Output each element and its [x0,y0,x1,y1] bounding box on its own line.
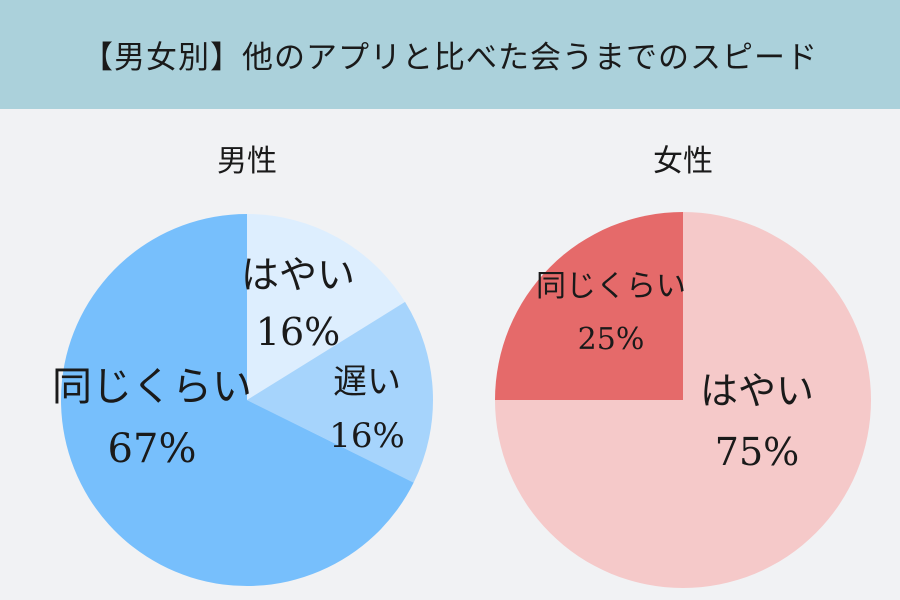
male-slice-value-1: 16% [329,416,405,456]
female-slice-label-0: はやい [700,369,814,413]
male-slice-value-2: 67% [108,426,197,472]
female-slice-label-1: 同じくらい [536,269,686,304]
male-chart-title: 男性 [217,144,277,179]
male-slice-label-2: 同じくらい [52,364,252,410]
male-slice-value-0: 16% [256,310,340,354]
female-slice-value-1: 25% [578,322,645,357]
male-slice-0 [247,214,406,400]
male-slice-2 [61,214,414,586]
female-slice-1 [495,212,683,400]
page-title: 【男女別】他のアプリと比べた会うまでのスピード [82,40,818,76]
male-slice-1 [247,301,434,483]
header-bar: 【男女別】他のアプリと比べた会うまでのスピード [0,0,900,109]
female-slice-value-0: 75% [715,430,799,474]
male-slice-label-0: はやい [241,253,355,297]
male-slice-label-1: 遅い [333,362,401,402]
female-chart-title: 女性 [653,144,713,179]
